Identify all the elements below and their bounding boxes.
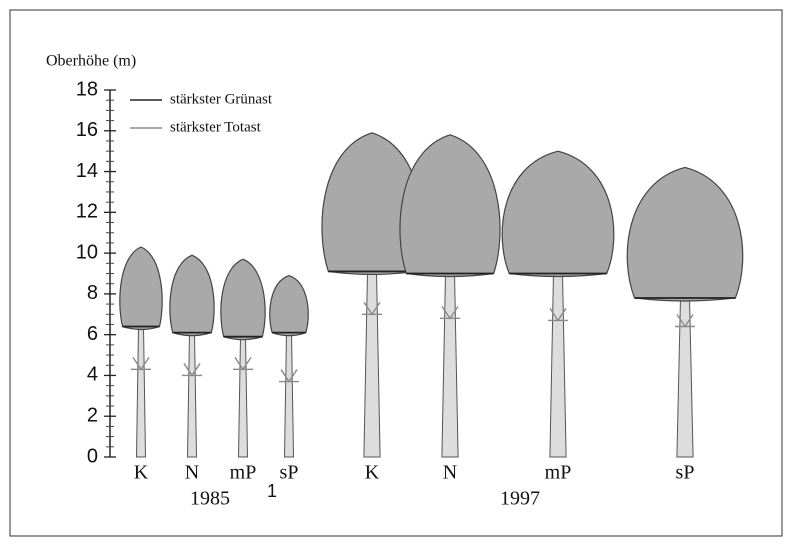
y-tick-label: 0 — [87, 445, 98, 467]
trunk — [135, 326, 147, 458]
y-tick-label: 18 — [76, 78, 98, 100]
dead-branch — [233, 356, 253, 371]
trunk — [676, 297, 694, 458]
x-tick-label: sP — [676, 462, 695, 484]
annotation: 1 — [267, 481, 277, 501]
x-tick-label: mP — [545, 462, 572, 484]
y-tick-label: 16 — [76, 119, 98, 141]
dead-branch — [548, 308, 568, 322]
trunk — [549, 273, 567, 458]
x-tick-label: mP — [230, 462, 257, 484]
crown — [399, 134, 501, 278]
x-tick-label: N — [185, 462, 199, 484]
crown — [321, 132, 423, 276]
legend-label: stärkster Totast — [170, 119, 262, 135]
dead-branch — [131, 356, 151, 371]
y-tick-label: 10 — [76, 241, 98, 263]
x-tick-label: K — [134, 462, 149, 484]
y-axis-label: Oberhöhe (m) — [46, 53, 136, 70]
group-label: 1985 — [190, 488, 230, 510]
x-tick-label: N — [443, 462, 457, 484]
trunk — [363, 270, 381, 458]
trunk — [441, 273, 459, 458]
y-tick-label: 4 — [87, 364, 98, 386]
y-tick-label: 12 — [76, 201, 98, 223]
y-tick-label: 8 — [87, 282, 98, 304]
dead-branch — [362, 301, 382, 316]
trunk — [237, 336, 249, 458]
y-tick-label: 2 — [87, 405, 98, 427]
trunk — [186, 332, 198, 458]
group-label: 1997 — [500, 488, 540, 510]
dead-branch — [279, 369, 299, 383]
dead-branch — [440, 305, 460, 320]
dead-branch — [675, 314, 695, 328]
trunk — [283, 332, 295, 458]
crown — [626, 166, 744, 302]
crown — [169, 254, 215, 337]
dead-branch — [182, 363, 202, 377]
legend-label: stärkster Grünast — [170, 91, 273, 107]
y-tick-label: 14 — [76, 160, 98, 182]
crown — [220, 258, 266, 341]
x-tick-label: K — [365, 462, 380, 484]
frame — [9, 9, 783, 537]
crown — [119, 246, 163, 331]
crown — [269, 274, 309, 337]
y-tick-label: 6 — [87, 323, 98, 345]
crown — [501, 150, 615, 278]
x-tick-label: sP — [280, 462, 299, 484]
